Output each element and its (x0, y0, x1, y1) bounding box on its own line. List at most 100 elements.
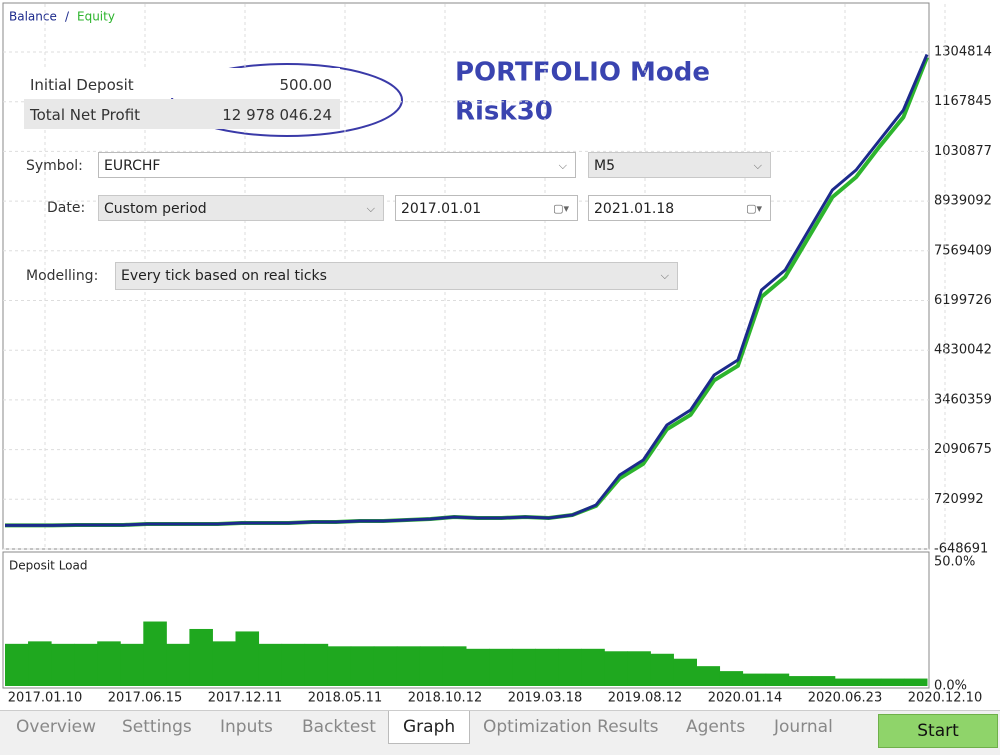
load-bar (581, 648, 605, 686)
load-bar (396, 646, 421, 686)
value: EURCHF (104, 158, 161, 174)
tab[interactable]: Backtest (302, 717, 376, 737)
tab[interactable]: Journal (774, 717, 833, 737)
load-bar (442, 646, 467, 686)
results-box: Initial Deposit 500.00 Total Net Profit … (24, 68, 340, 130)
tab[interactable]: Agents (686, 717, 746, 737)
load-bar (719, 671, 744, 686)
tab-bar: Start Overview Settings Inputs Backtest Graph… (0, 710, 1000, 755)
load-bar (419, 646, 444, 686)
x-tick-label: 2018.10.12 (408, 691, 482, 706)
value: 500.00 (279, 76, 333, 94)
load-bar (28, 641, 52, 686)
chart: PORTFOLIO Mode Risk30 Balance / Equity D… (2, 2, 992, 706)
y-tick-label: 50.0% (934, 555, 975, 570)
value: Custom period (104, 201, 207, 217)
legend-separator: / (65, 10, 70, 24)
load-bar (5, 643, 29, 686)
label: Initial Deposit (30, 76, 134, 94)
date-from[interactable]: 2017.01.01 ▢▾ (395, 195, 578, 221)
legend-balance: Balance (9, 10, 57, 24)
y-tick-label: 6199726 (934, 293, 992, 308)
value: 12 978 046.24 (222, 106, 332, 124)
start-button[interactable]: Start (878, 714, 998, 748)
y-tick-label: 0.0% (934, 679, 967, 694)
load-bar (466, 648, 490, 686)
label: Total Net Profit (30, 106, 141, 124)
load-bar (535, 648, 559, 686)
load-bar (120, 643, 144, 686)
y-tick-label: 720992 (934, 492, 984, 507)
tab[interactable]: Optimization Results (483, 717, 659, 737)
load-bar (74, 643, 98, 686)
load-bar (51, 643, 75, 686)
y-tick-label: 4830042 (934, 343, 992, 358)
x-tick-label: 2018.05.11 (308, 691, 382, 706)
load-bar (673, 658, 697, 686)
y-tick-label: 1304814 (934, 44, 992, 59)
x-tick-label: 2017.01.10 (8, 691, 82, 706)
overlay-subtitle: Risk30 (455, 97, 553, 127)
load-bar (143, 621, 167, 686)
overlay-title: PORTFOLIO Mode (455, 58, 710, 88)
load-bar (903, 678, 928, 686)
series-line (5, 53, 929, 527)
label: Date: (47, 200, 86, 216)
y-tick-label: 8939092 (934, 194, 992, 209)
load-bar (811, 676, 836, 686)
load-bar (373, 646, 398, 686)
tab[interactable]: Settings (122, 717, 192, 737)
x-tick-label: 2019.08.12 (608, 691, 682, 706)
y-tick-label: -648691 (934, 542, 988, 557)
x-tick-label: 2020.12.10 (908, 691, 982, 706)
y-tick-label: 7569409 (934, 243, 992, 258)
load-bar (604, 651, 628, 686)
label: Modelling: (26, 268, 99, 284)
y-tick-label: 2090675 (934, 442, 992, 457)
value: M5 (594, 158, 615, 174)
y-tick-label: 1167845 (934, 94, 992, 109)
load-bar (281, 643, 306, 686)
label: Symbol: (26, 158, 83, 174)
load-bar (512, 648, 536, 686)
date-mode-select[interactable]: Custom period ⌵ (98, 195, 384, 221)
load-bar (857, 678, 882, 686)
load-bar (212, 641, 236, 686)
tab[interactable]: Inputs (220, 717, 273, 737)
x-tick-label: 2019.03.18 (508, 691, 582, 706)
value: 2021.01.18 (594, 201, 675, 217)
x-tick-label: 2020.01.14 (708, 691, 782, 706)
load-bar (696, 666, 721, 686)
x-tick-label: 2020.06.23 (808, 691, 882, 706)
value: 2017.01.01 (401, 201, 482, 217)
load-bar (166, 643, 190, 686)
load-bar (304, 643, 329, 686)
load-bar (327, 646, 352, 686)
legend-equity: Equity (77, 10, 115, 24)
symbol-select[interactable]: EURCHF ⌵ (98, 152, 576, 178)
modelling-select[interactable]: Every tick based on real ticks ⌵ (115, 262, 678, 290)
load-bar (765, 673, 790, 686)
period-select[interactable]: M5 ⌵ (588, 152, 771, 178)
date-to[interactable]: 2021.01.18 ▢▾ (588, 195, 771, 221)
load-bar (97, 641, 121, 686)
load-title: Deposit Load (9, 559, 87, 573)
tab[interactable]: Graph (388, 711, 471, 744)
load-bar (742, 673, 767, 686)
load-bar (834, 678, 859, 686)
y-tick-label: 3460359 (934, 392, 992, 407)
tab[interactable]: Overview (16, 717, 97, 737)
load-bar (350, 646, 375, 686)
load-bar (880, 678, 905, 686)
load-bar (489, 648, 513, 686)
y-tick-label: 1030877 (934, 144, 992, 159)
value: Every tick based on real ticks (121, 268, 327, 284)
load-bar (189, 628, 213, 686)
x-tick-label: 2017.12.11 (208, 691, 282, 706)
load-bar (627, 651, 651, 686)
load-bar (650, 653, 674, 686)
load-bar (258, 643, 283, 686)
load-bar (235, 631, 260, 686)
load-bar (788, 676, 813, 686)
